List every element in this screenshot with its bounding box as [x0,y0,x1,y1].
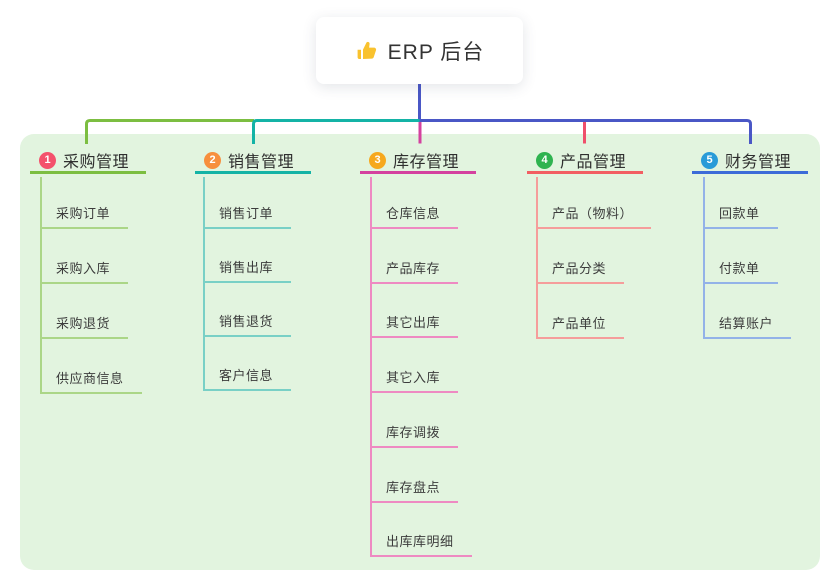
mindmap-node[interactable]: 结算账户 [703,313,792,339]
thumbs-up-icon [355,39,379,63]
mindmap-node[interactable]: 采购入库 [40,258,129,284]
branch-header-2[interactable]: 2 销售管理 [195,149,311,174]
branch-header-5[interactable]: 5 财务管理 [692,149,808,174]
branch-number-badge: 5 [701,151,718,169]
branch-number-badge: 1 [39,151,56,169]
branch-child-connector-line [536,177,538,339]
branch-child-connector-line [40,177,42,394]
mindmap-node[interactable]: 采购订单 [40,203,129,229]
mindmap-node[interactable]: 供应商信息 [40,368,142,394]
branch-label: 销售管理 [228,154,295,171]
branch-header-4[interactable]: 4 产品管理 [527,149,643,174]
mindmap-node[interactable]: 库存调拨 [370,422,459,448]
mindmap-node[interactable]: 采购退货 [40,313,129,339]
mindmap-node[interactable]: 销售出库 [203,257,292,283]
mindmap-node[interactable]: 产品库存 [370,258,459,284]
mindmap-node[interactable]: 其它入库 [370,367,459,394]
branch-child-connector-line [703,177,705,339]
mindmap-node[interactable]: 其它出库 [370,312,459,339]
mindmap-node[interactable]: 产品分类 [536,258,625,284]
branch-child-connector-line [203,177,205,391]
mindmap-node[interactable]: 销售退货 [203,311,292,337]
mindmap-node[interactable]: 产品（物料） [536,203,652,229]
map-panel [20,134,820,570]
branch-label: 产品管理 [560,154,627,171]
mindmap-node[interactable]: 付款单 [703,258,778,284]
mindmap-node[interactable]: 销售订单 [203,203,292,229]
branch-label: 库存管理 [393,154,460,171]
branch-number-badge: 3 [369,151,386,169]
branch-label: 财务管理 [725,154,792,171]
branch-number-badge: 4 [536,151,553,169]
root-node[interactable]: ERP 后台 [316,17,523,84]
mindmap-node[interactable]: 产品单位 [536,313,625,339]
mindmap-node[interactable]: 回款单 [703,203,778,229]
root-title: ERP 后台 [387,40,485,64]
branch-header-1[interactable]: 1 采购管理 [30,149,146,174]
mindmap-node[interactable]: 出库库明细 [370,531,472,558]
mindmap-node[interactable]: 仓库信息 [370,203,459,229]
branch-child-connector-line [370,177,372,558]
mindmap-node[interactable]: 客户信息 [203,365,292,391]
branch-label: 采购管理 [63,154,130,171]
mindmap-node[interactable]: 库存盘点 [370,477,459,503]
branch-header-3[interactable]: 3 库存管理 [360,149,476,174]
branch-number-badge: 2 [204,151,221,169]
